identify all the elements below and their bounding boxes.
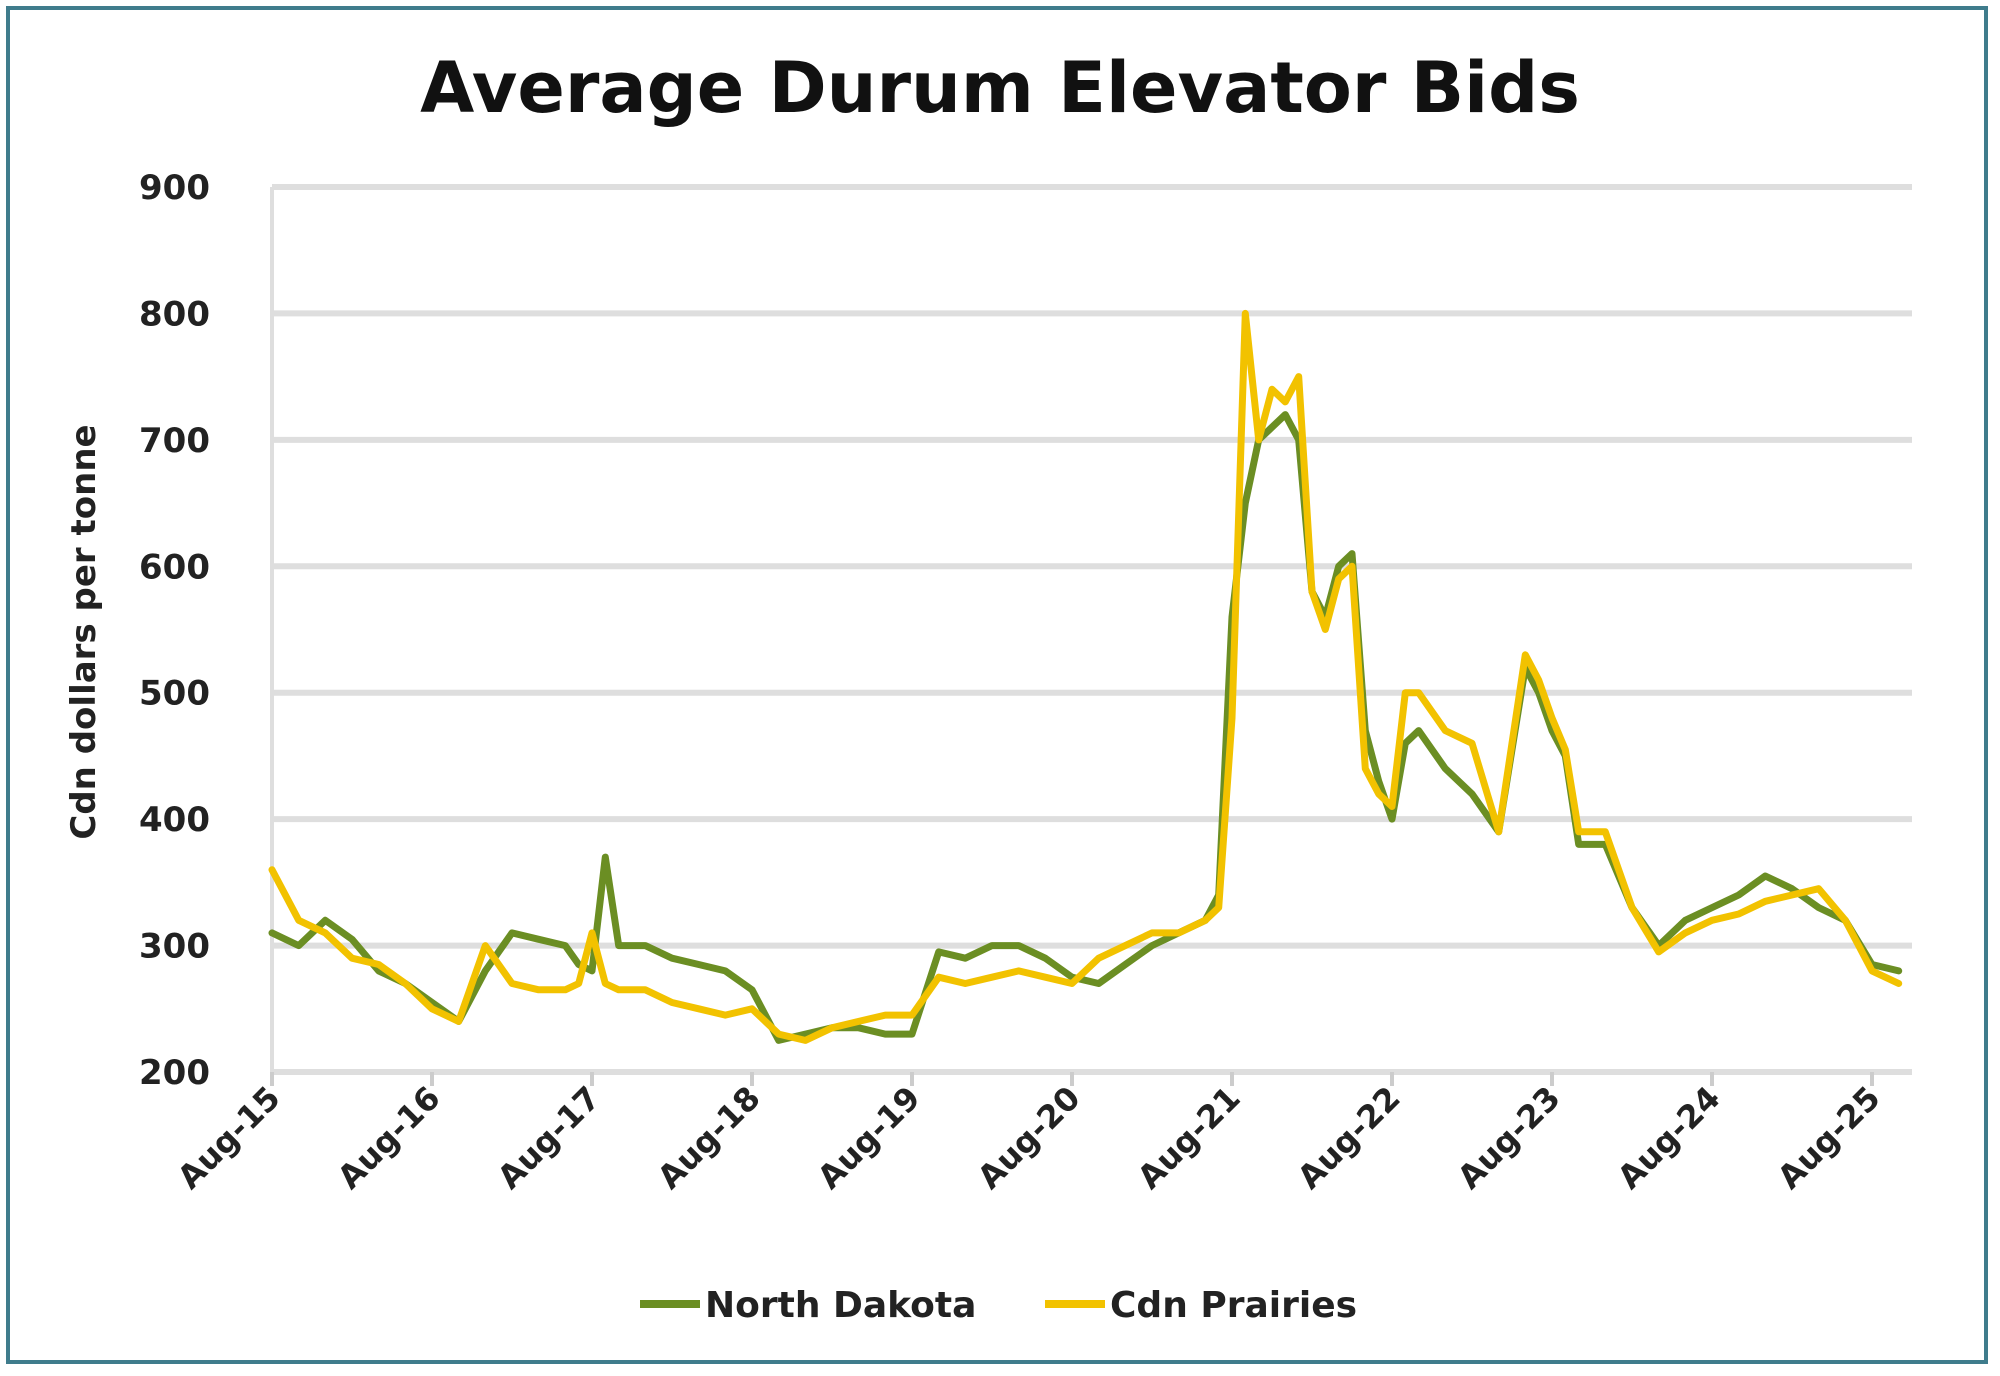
series-lines <box>268 309 1903 1044</box>
legend-label-north-dakota: North Dakota <box>705 1285 976 1326</box>
x-tick-label: Aug-16 <box>330 1079 448 1197</box>
y-tick-label: 600 <box>139 547 210 587</box>
legend-label-cdn-prairies: Cdn Prairies <box>1110 1285 1357 1326</box>
x-tick-label: Aug-15 <box>170 1079 288 1197</box>
x-tick-label: Aug-21 <box>1130 1079 1248 1197</box>
y-tick-label: 900 <box>139 168 210 208</box>
x-tick-label: Aug-24 <box>1610 1079 1728 1197</box>
y-tick-label: 800 <box>139 294 210 334</box>
x-tick-label: Aug-25 <box>1770 1079 1888 1197</box>
y-tick-label: 500 <box>139 674 210 714</box>
gridlines <box>272 184 1912 1075</box>
y-tick-label: 400 <box>139 800 210 840</box>
series-line-cdn-prairies <box>268 309 1903 1044</box>
y-tick-label: 700 <box>139 421 210 461</box>
y-axis-ticks: 200 300 400 500 600 700 800 900 <box>139 168 210 1093</box>
y-axis-label: Cdn dollars per tonne <box>64 424 104 839</box>
legend: North Dakota Cdn Prairies <box>640 1285 1357 1326</box>
x-tick-label: Aug-17 <box>490 1079 608 1197</box>
x-tick-label: Aug-18 <box>650 1079 768 1197</box>
chart-title: Average Durum Elevator Bids <box>420 47 1580 129</box>
x-tick-label: Aug-19 <box>810 1079 928 1197</box>
x-tick-label: Aug-23 <box>1450 1079 1568 1197</box>
y-tick-label: 300 <box>139 927 210 967</box>
x-tick-label: Aug-22 <box>1290 1079 1408 1197</box>
y-tick-label: 200 <box>139 1053 210 1093</box>
x-tick-label: Aug-20 <box>970 1079 1088 1197</box>
chart-frame <box>6 6 1988 1364</box>
